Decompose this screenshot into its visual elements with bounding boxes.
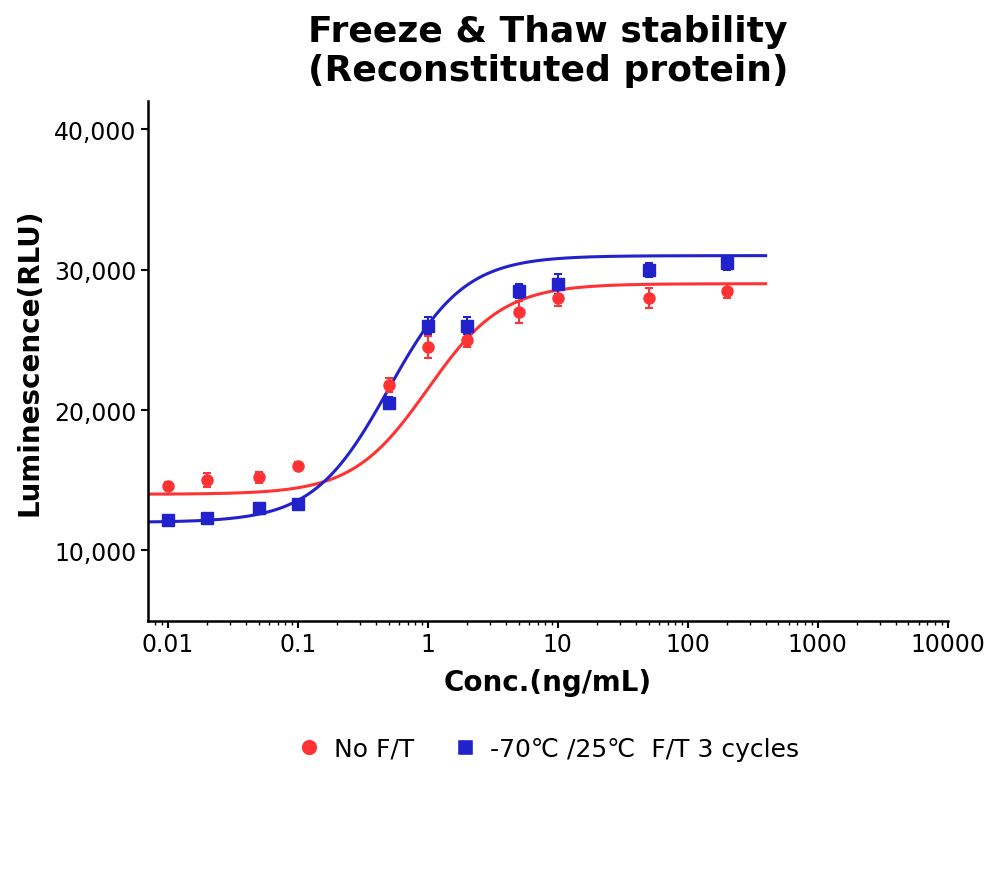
Title: Freeze & Thaw stability
(Reconstituted protein): Freeze & Thaw stability (Reconstituted p… — [308, 15, 788, 89]
Legend: No F/T, -70℃ /25℃  F/T 3 cycles: No F/T, -70℃ /25℃ F/T 3 cycles — [287, 727, 809, 771]
X-axis label: Conc.(ng/mL): Conc.(ng/mL) — [444, 668, 652, 696]
Y-axis label: Luminescence(RLU): Luminescence(RLU) — [15, 208, 43, 515]
